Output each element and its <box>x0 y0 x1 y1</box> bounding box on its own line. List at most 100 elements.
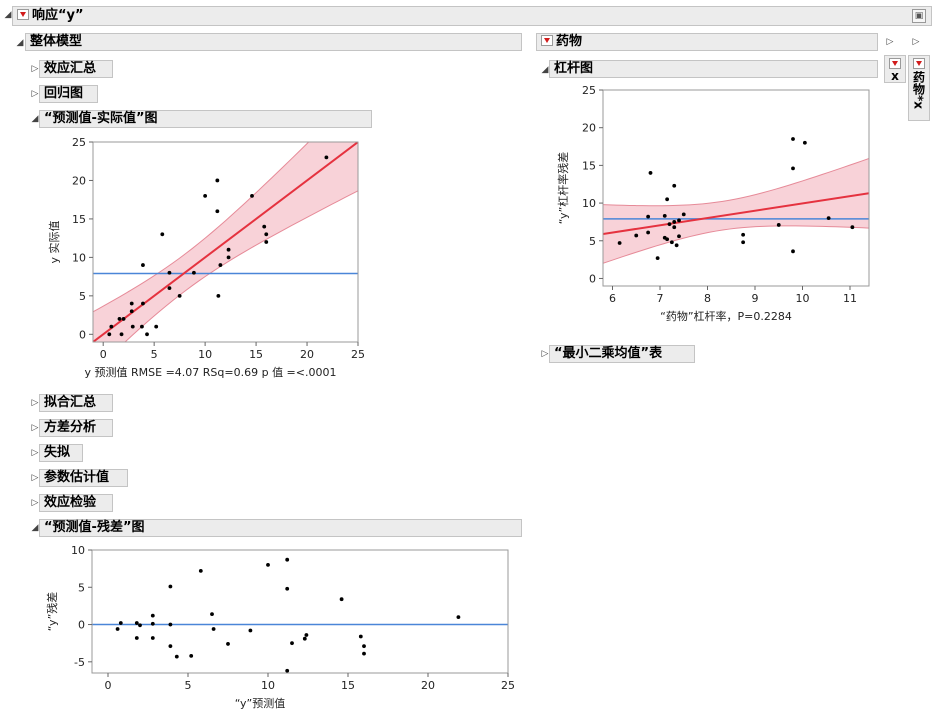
plot-area <box>93 142 358 342</box>
data-point <box>215 209 220 214</box>
lack-of-fit-outline[interactable]: 失拟 <box>39 444 83 462</box>
data-point <box>677 218 681 223</box>
data-point <box>264 232 269 237</box>
data-point <box>145 332 149 337</box>
data-point <box>646 214 651 219</box>
data-point <box>674 243 679 248</box>
data-point <box>285 586 290 591</box>
collapse-triangle-icon[interactable]: ◢ <box>31 114 39 124</box>
expand-triangle-icon[interactable]: ▷ <box>912 37 920 47</box>
data-point <box>167 270 172 275</box>
data-point <box>168 644 173 649</box>
plot-area <box>92 557 508 673</box>
expand-triangle-icon[interactable]: ▷ <box>886 37 894 47</box>
actual-by-predicted-label: “预测值-实际值”图 <box>44 111 158 126</box>
data-point <box>168 584 173 589</box>
data-point <box>362 644 366 649</box>
fit-summary-outline[interactable]: 拟合汇总 <box>39 394 113 412</box>
data-point <box>665 237 670 242</box>
x-tick-label: 5 <box>185 679 192 692</box>
effect-summary-label: 效应汇总 <box>44 61 97 76</box>
regression-plot-outline[interactable]: 回归图 <box>39 85 98 103</box>
parameter-estimates-outline[interactable]: 参数估计值 <box>39 469 128 487</box>
actual-by-predicted-outline[interactable]: “预测值-实际值”图 <box>39 110 372 128</box>
data-point <box>218 263 223 267</box>
data-point <box>741 232 746 237</box>
fit-summary-label: 拟合汇总 <box>44 395 97 410</box>
drug-x-effect-tab[interactable]: 药物*x <box>908 55 930 121</box>
x-tick-label: 10 <box>261 679 275 692</box>
data-point <box>285 668 290 673</box>
expand-triangle-icon[interactable]: ▷ <box>31 64 39 74</box>
whole-model-header[interactable]: 整体模型 <box>25 33 522 51</box>
expand-triangle-icon[interactable]: ▷ <box>31 89 39 99</box>
y-tick-label: 0 <box>78 619 85 632</box>
confidence-upper <box>603 158 869 207</box>
data-point <box>160 232 165 237</box>
red-triangle-menu-icon[interactable] <box>889 58 901 69</box>
expand-triangle-icon[interactable]: ▷ <box>31 473 39 483</box>
confidence-band <box>603 158 869 264</box>
data-point <box>119 332 124 337</box>
expand-triangle-icon[interactable]: ▷ <box>31 398 39 408</box>
y-tick-label: 10 <box>72 251 86 264</box>
data-point <box>850 225 855 230</box>
whole-model-title: 整体模型 <box>30 34 83 49</box>
drug-header[interactable]: 药物 <box>536 33 878 51</box>
data-point <box>134 621 139 625</box>
data-point <box>134 636 139 640</box>
x-tick-label: 8 <box>704 292 711 305</box>
data-point <box>266 563 270 567</box>
red-triangle-menu-icon[interactable] <box>17 9 29 20</box>
regression-plot-label: 回归图 <box>44 86 84 101</box>
data-point <box>117 317 122 321</box>
expand-triangle-icon[interactable]: ▷ <box>31 423 39 433</box>
expand-triangle-icon[interactable]: ▷ <box>541 349 549 359</box>
y-tick-label: 10 <box>582 197 596 210</box>
data-point <box>174 654 179 659</box>
effect-tests-outline[interactable]: 效应检验 <box>39 494 113 512</box>
residual-by-predicted-chart: 0 5 10 15 20 25 -5 0 5 10 “y”预测值 “y”残差 <box>45 544 515 710</box>
data-point <box>662 213 667 218</box>
y-tick-label: 5 <box>79 290 86 303</box>
fit-line <box>93 142 358 342</box>
data-point <box>177 293 182 298</box>
data-point <box>264 240 269 244</box>
x-tick-label: 20 <box>421 679 435 692</box>
collapse-triangle-icon[interactable]: ◢ <box>4 10 12 20</box>
red-triangle-menu-icon[interactable] <box>913 58 925 69</box>
data-point <box>285 557 290 562</box>
data-point <box>141 263 145 267</box>
confidence-band <box>93 142 358 342</box>
x-tick-label: 5 <box>151 348 158 361</box>
report-header[interactable]: 响应“y” <box>12 6 932 26</box>
data-point <box>791 249 795 254</box>
red-triangle-menu-icon[interactable] <box>541 35 553 46</box>
residual-by-predicted-outline[interactable]: “预测值-残差”图 <box>39 519 522 537</box>
data-point <box>802 140 807 145</box>
collapse-triangle-icon[interactable]: ◢ <box>541 65 549 75</box>
plot-frame <box>602 89 870 287</box>
data-point <box>248 628 253 633</box>
data-point <box>154 324 159 329</box>
anova-outline[interactable]: 方差分析 <box>39 419 113 437</box>
data-point <box>226 642 230 646</box>
collapse-triangle-icon[interactable]: ◢ <box>31 523 39 533</box>
data-point <box>304 633 309 637</box>
expand-triangle-icon[interactable]: ▷ <box>31 448 39 458</box>
data-point <box>211 627 216 631</box>
collapse-triangle-icon[interactable]: ◢ <box>16 38 24 48</box>
y-tick-label: -5 <box>74 656 85 669</box>
pin-icon[interactable]: ▣ <box>912 9 926 23</box>
expand-triangle-icon[interactable]: ▷ <box>31 498 39 508</box>
x-tick-label: 0 <box>100 348 107 361</box>
data-point <box>189 653 194 658</box>
y-tick-label: 5 <box>589 235 596 248</box>
data-point <box>791 166 795 171</box>
leverage-plot-outline[interactable]: 杠杆图 <box>549 60 878 78</box>
x-effect-tab[interactable]: x <box>884 55 906 83</box>
data-point <box>250 193 254 198</box>
effect-summary-outline[interactable]: 效应汇总 <box>39 60 113 78</box>
plot-area <box>603 137 869 264</box>
lsmeans-table-outline[interactable]: “最小二乘均值”表 <box>549 345 695 363</box>
